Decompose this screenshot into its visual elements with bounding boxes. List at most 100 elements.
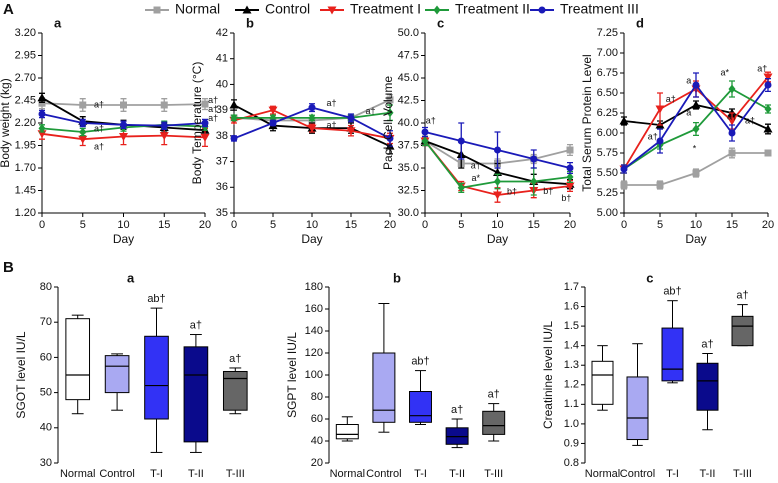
- y-tick-label: 1.2: [564, 379, 579, 391]
- y-tick-label: 50.0: [398, 27, 419, 39]
- annotation: a†: [208, 95, 218, 105]
- marker: [160, 122, 168, 130]
- y-tick-label: 5.00: [597, 207, 618, 219]
- marker: [159, 132, 169, 141]
- x-tick-label: 5: [458, 219, 464, 231]
- y-tick-label: 5.50: [597, 167, 618, 179]
- subplot-label: c: [646, 270, 653, 285]
- marker: [692, 124, 700, 134]
- subplot-label: d: [636, 15, 644, 30]
- x-tick-label: 0: [39, 219, 45, 231]
- x-tick-label: 20: [199, 219, 211, 231]
- annotation: a†: [365, 106, 375, 116]
- marker: [530, 177, 538, 186]
- y-axis-label: Body weight (kg): [0, 78, 12, 167]
- x-tick-label: 15: [345, 219, 357, 231]
- marker: [421, 136, 429, 146]
- annotation: a†: [326, 98, 336, 108]
- marker: [160, 101, 168, 109]
- marker: [421, 128, 429, 136]
- y-tick-label: 180: [305, 281, 323, 293]
- y-tick-label: 41: [216, 53, 228, 65]
- x-tick-label: 15: [158, 219, 170, 231]
- x-tick-label: 20: [564, 219, 576, 231]
- marker: [79, 127, 87, 137]
- marker: [386, 108, 394, 118]
- y-tick-label: 100: [305, 369, 323, 381]
- annotation: b†: [507, 187, 517, 197]
- annotation: a*: [721, 67, 730, 77]
- y-tick-label: 3.20: [15, 27, 36, 39]
- marker: [656, 137, 664, 145]
- marker: [764, 149, 772, 157]
- x-tick-label: T-III: [484, 468, 503, 480]
- y-tick-label: 60: [311, 413, 323, 425]
- y-tick-label: 40: [311, 435, 323, 447]
- marker: [530, 155, 538, 163]
- y-tick-label: 80: [40, 281, 52, 293]
- annotation: a†: [757, 63, 767, 73]
- panel-label: B: [3, 259, 14, 276]
- x-tick-label: 10: [117, 219, 129, 231]
- annotation: a*: [471, 173, 480, 183]
- annotation: ab†: [411, 356, 429, 368]
- y-tick-label: 1.45: [15, 184, 36, 196]
- marker: [493, 191, 502, 200]
- y-axis-label: Body Temperature (°C): [190, 62, 204, 185]
- x-tick-label: 15: [726, 219, 738, 231]
- x-tick-label: 15: [528, 219, 540, 231]
- box: [335, 424, 359, 440]
- y-tick-label: 37: [216, 155, 228, 167]
- y-axis-label: Pack Cell Volume: [381, 76, 395, 170]
- y-tick-label: 6.50: [597, 87, 618, 99]
- marker: [566, 146, 574, 154]
- annotation: a†: [94, 99, 104, 109]
- marker: [119, 133, 128, 141]
- y-tick-label: 1.7: [564, 281, 579, 293]
- annotation: a†: [701, 338, 713, 350]
- subplot-label: c: [437, 15, 444, 30]
- x-tick-label: Normal: [585, 468, 620, 480]
- annotation: a†: [488, 389, 500, 401]
- y-tick-label: 30.0: [398, 207, 419, 219]
- y-axis-label: Total Serum Protein Level: [580, 54, 594, 191]
- marker: [308, 104, 316, 112]
- y-tick-label: 2.45: [15, 94, 36, 106]
- y-tick-label: 1.70: [15, 162, 36, 174]
- y-tick-label: 30: [40, 457, 52, 469]
- y-tick-label: 42.5: [398, 94, 419, 106]
- marker: [656, 181, 664, 189]
- box: [65, 318, 91, 401]
- panel-label: A: [3, 1, 14, 18]
- annotation: a†: [666, 94, 676, 104]
- marker: [728, 129, 736, 137]
- x-tick-label: 10: [491, 219, 503, 231]
- x-tick-label: T-III: [226, 468, 245, 480]
- x-tick-label: T-I: [150, 468, 163, 480]
- marker: [457, 137, 465, 145]
- marker: [200, 133, 210, 142]
- x-tick-label: 10: [306, 219, 318, 231]
- y-tick-label: 40: [40, 422, 52, 434]
- y-tick-label: 1.20: [15, 207, 36, 219]
- y-axis-label: Creatinine level IU/L: [541, 321, 555, 429]
- annotation: ab†: [663, 286, 681, 298]
- annotation: a†: [426, 116, 436, 126]
- annotation: a†: [745, 115, 755, 125]
- x-tick-label: 5: [80, 219, 86, 231]
- marker: [457, 183, 465, 193]
- marker: [566, 164, 574, 172]
- y-tick-label: 1.95: [15, 139, 36, 151]
- x-tick-label: 0: [422, 219, 428, 231]
- box: [482, 410, 506, 435]
- y-tick-label: 7.25: [597, 27, 618, 39]
- legend-marker: [538, 6, 546, 14]
- box: [222, 370, 248, 411]
- y-tick-label: 160: [305, 303, 323, 315]
- x-axis-label: Day: [301, 232, 322, 246]
- marker: [386, 96, 394, 104]
- y-tick-label: 0.8: [564, 457, 579, 469]
- x-tick-label: T-II: [449, 468, 465, 480]
- annotation: b†: [561, 193, 571, 203]
- marker: [307, 124, 317, 133]
